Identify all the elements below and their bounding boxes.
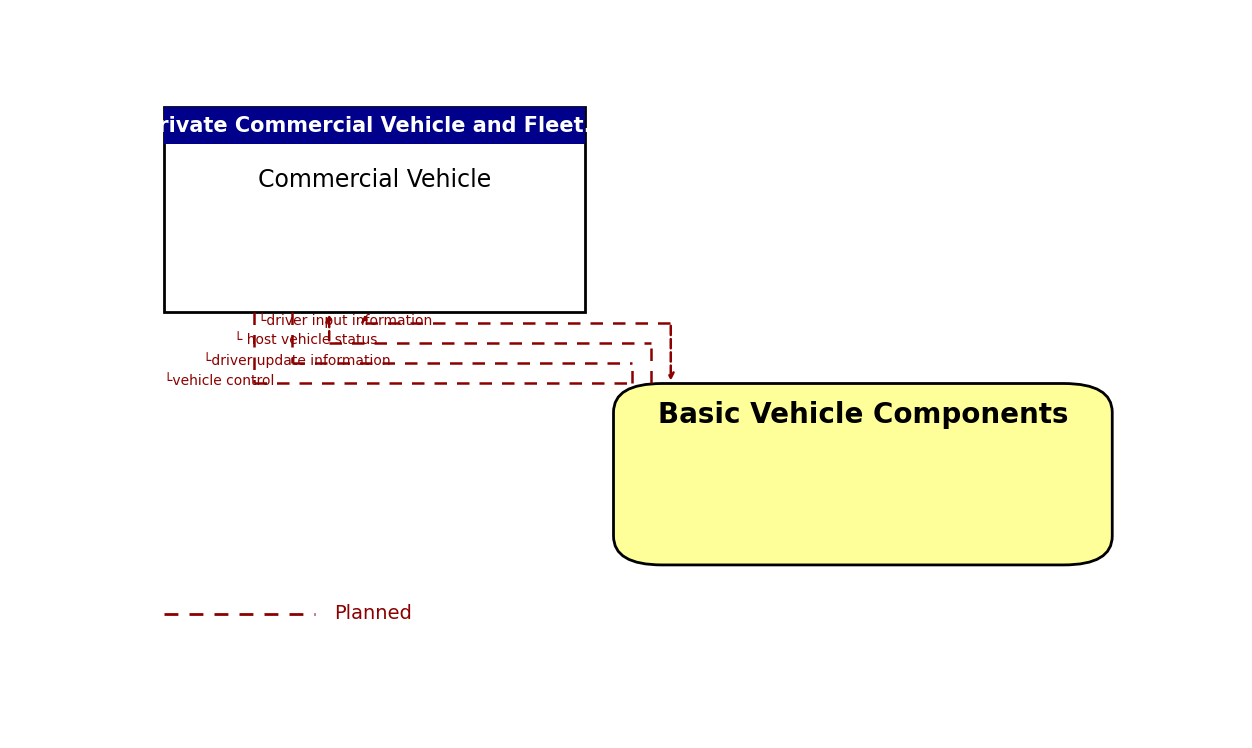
Text: └vehicle control: └vehicle control <box>164 373 274 387</box>
Text: Basic Vehicle Components: Basic Vehicle Components <box>657 401 1068 429</box>
Text: Private Commercial Vehicle and Fleet...: Private Commercial Vehicle and Fleet... <box>143 116 607 135</box>
Text: Planned: Planned <box>334 604 412 623</box>
Text: └ host vehicle status: └ host vehicle status <box>234 334 378 347</box>
Text: └driver update information: └driver update information <box>203 352 391 369</box>
Text: Commercial Vehicle: Commercial Vehicle <box>258 168 492 191</box>
FancyBboxPatch shape <box>164 107 586 311</box>
FancyBboxPatch shape <box>613 384 1112 565</box>
Text: └driver input information: └driver input information <box>258 312 433 328</box>
FancyBboxPatch shape <box>164 107 586 144</box>
